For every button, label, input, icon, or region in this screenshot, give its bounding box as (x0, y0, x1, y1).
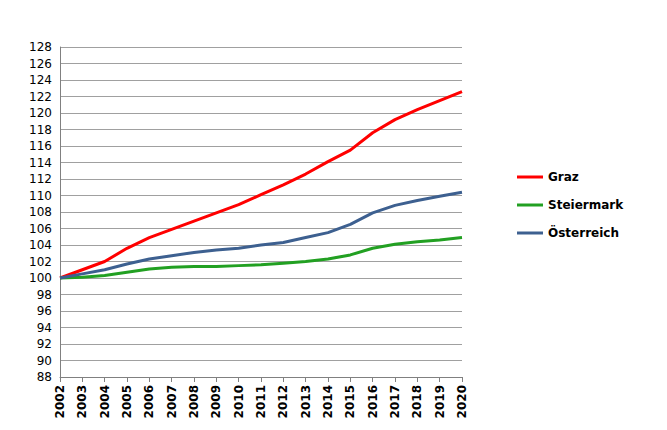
svg-text:94: 94 (37, 321, 52, 335)
svg-text:114: 114 (29, 156, 52, 170)
svg-text:110: 110 (29, 189, 52, 203)
svg-text:2019: 2019 (433, 385, 447, 418)
svg-text:Steiermark: Steiermark (548, 198, 624, 212)
svg-text:2006: 2006 (142, 385, 156, 418)
svg-text:2013: 2013 (299, 385, 313, 418)
svg-text:2004: 2004 (98, 385, 112, 418)
svg-text:2016: 2016 (366, 385, 380, 418)
svg-text:2003: 2003 (75, 385, 89, 418)
svg-text:106: 106 (29, 222, 52, 236)
svg-text:112: 112 (29, 172, 52, 186)
svg-text:2008: 2008 (187, 385, 201, 418)
svg-text:128: 128 (29, 40, 52, 54)
svg-text:2018: 2018 (410, 385, 424, 418)
svg-text:102: 102 (29, 255, 52, 269)
svg-text:118: 118 (29, 123, 52, 137)
svg-text:2015: 2015 (343, 385, 357, 418)
svg-text:2011: 2011 (254, 385, 268, 418)
svg-text:2002: 2002 (53, 385, 67, 418)
svg-text:100: 100 (29, 271, 52, 285)
svg-text:104: 104 (29, 238, 52, 252)
svg-text:2007: 2007 (165, 385, 179, 418)
svg-text:120: 120 (29, 106, 52, 120)
svg-text:Österreich: Österreich (548, 225, 619, 240)
svg-text:88: 88 (37, 370, 52, 384)
svg-text:2014: 2014 (321, 385, 335, 418)
svg-text:126: 126 (29, 57, 52, 71)
svg-text:2017: 2017 (388, 385, 402, 418)
svg-text:116: 116 (29, 139, 52, 153)
svg-text:Graz: Graz (548, 170, 579, 184)
svg-text:2020: 2020 (455, 385, 469, 418)
svg-text:96: 96 (37, 304, 52, 318)
svg-text:122: 122 (29, 90, 52, 104)
svg-text:2005: 2005 (120, 385, 134, 418)
svg-text:2010: 2010 (232, 385, 246, 418)
svg-text:90: 90 (37, 354, 52, 368)
svg-text:2012: 2012 (276, 385, 290, 418)
svg-text:108: 108 (29, 205, 52, 219)
svg-text:2009: 2009 (209, 385, 223, 418)
svg-text:98: 98 (37, 288, 52, 302)
svg-text:124: 124 (29, 73, 52, 87)
svg-text:92: 92 (37, 337, 52, 351)
